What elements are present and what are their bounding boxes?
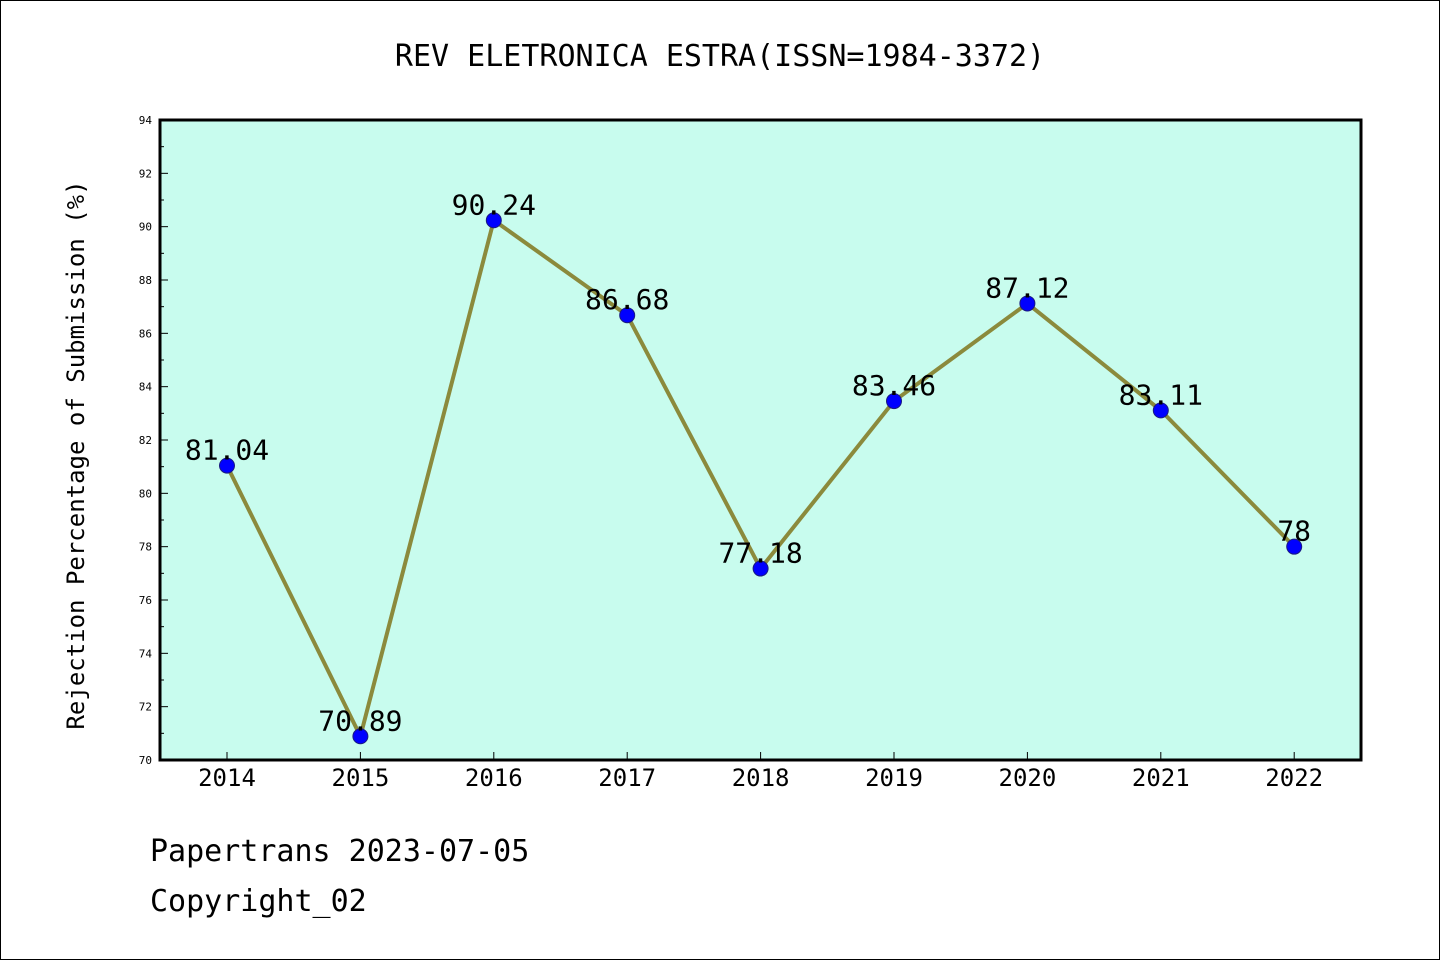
x-axis-ticks: 2014 2015 2016 2017 2018 2019 2020 2021 2022 [198,752,1323,792]
y-tick-label: 90 [139,221,152,234]
y-tick-label: 84 [139,381,153,394]
x-tick-label: 2022 [1265,764,1323,792]
data-point-label: 77.18 [718,537,802,570]
y-tick-label: 82 [139,434,152,447]
x-tick-label: 2018 [732,764,790,792]
data-point-label: 90.24 [452,188,536,221]
data-point-marker [1152,402,1169,419]
y-tick-label: 72 [139,701,152,714]
data-point-marker [619,307,636,324]
data-point-label: 81.04 [185,434,269,467]
data-point-marker [485,212,502,229]
y-axis-label: Rejection Percentage of Submission (%) [62,180,90,729]
y-tick-label: 78 [139,541,152,554]
data-point-marker [752,560,769,577]
x-tick-label: 2020 [999,764,1057,792]
data-point-label: 83.46 [852,369,936,402]
x-tick-label: 2015 [332,764,390,792]
data-point-marker [1019,295,1036,312]
y-tick-label: 74 [139,647,153,660]
x-tick-label: 2019 [865,764,923,792]
y-tick-label: 70 [139,754,152,767]
x-tick-label: 2014 [198,764,256,792]
y-tick-label: 86 [139,327,152,340]
data-point-marker [886,393,902,410]
data-markers [219,212,1303,745]
data-point-label: 78 [1277,515,1311,548]
data-point-marker [219,457,235,474]
plot-border [158,118,1363,762]
y-tick-label: 76 [139,594,152,607]
data-labels: 81.04 70.89 90.24 86.68 77.18 83.46 87.12 83.11… [185,188,1311,737]
chart-title: REV ELETRONICA ESTRA(ISSN=1984-3372) [395,39,1045,74]
data-point-marker [1286,538,1303,555]
y-tick-label: 94 [139,114,153,127]
y-tick-label: 92 [139,167,152,180]
x-tick-label: 2021 [1132,764,1190,792]
y-tick-label: 88 [139,274,152,287]
data-point-label: 87.12 [985,271,1069,304]
x-tick-label: 2016 [465,764,523,792]
y-tick-label: 80 [139,487,152,500]
data-point-label: 83.11 [1119,378,1203,411]
x-tick-label: 2017 [598,764,656,792]
footer-source-date: Papertrans 2023-07-05 [150,834,530,869]
data-point-label: 86.68 [585,283,669,316]
data-point-label: 70.89 [318,704,402,737]
footer-copyright: Copyright_02 [150,884,367,919]
plot-area [160,120,1361,760]
data-point-marker [352,728,369,745]
